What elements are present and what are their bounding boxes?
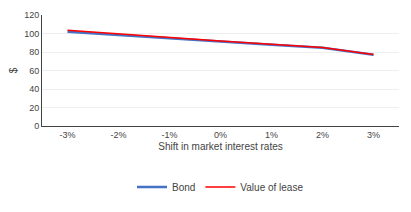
svg-text:Shift in market interest rates: Shift in market interest rates	[158, 141, 283, 152]
svg-text:-3%: -3%	[59, 130, 75, 140]
svg-text:100: 100	[24, 29, 39, 39]
svg-text:-1%: -1%	[161, 130, 177, 140]
svg-text:60: 60	[29, 66, 39, 76]
svg-text:Bond: Bond	[172, 182, 195, 193]
svg-text:40: 40	[29, 84, 39, 94]
svg-text:1%: 1%	[265, 130, 278, 140]
svg-text:0: 0	[34, 121, 39, 131]
svg-text:-2%: -2%	[110, 130, 126, 140]
svg-text:Value of lease: Value of lease	[240, 182, 303, 193]
svg-text:$: $	[8, 67, 19, 73]
svg-text:20: 20	[29, 103, 39, 113]
svg-text:80: 80	[29, 47, 39, 57]
svg-text:2%: 2%	[316, 130, 329, 140]
svg-text:3%: 3%	[367, 130, 380, 140]
svg-text:120: 120	[24, 10, 39, 20]
svg-text:0%: 0%	[214, 130, 227, 140]
